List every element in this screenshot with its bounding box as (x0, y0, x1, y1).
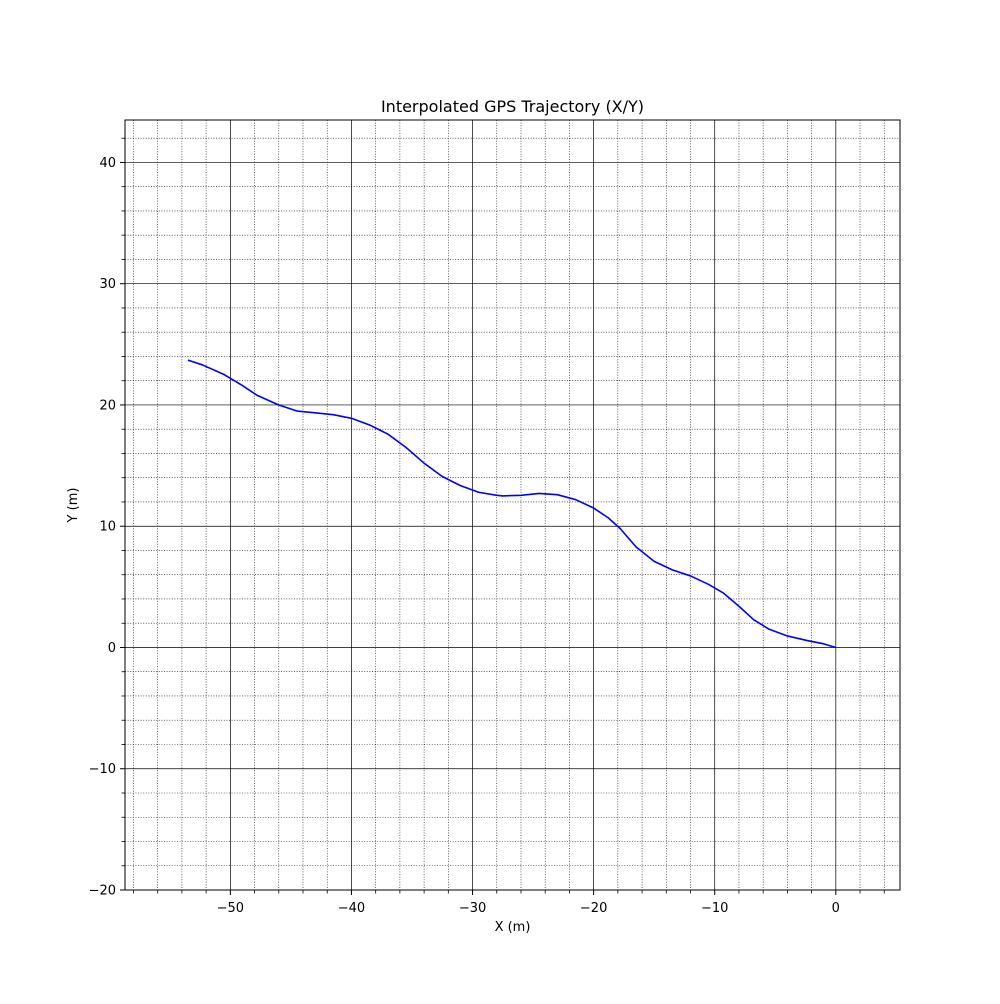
x-axis-label: X (m) (495, 920, 531, 935)
y-tick-label: 0 (108, 641, 116, 656)
chart-title: Interpolated GPS Trajectory (X/Y) (381, 97, 644, 116)
tick-labels: −50 −40 −30 −20 −10 0 −20 −10 0 10 20 30 40 (89, 156, 840, 916)
tick-marks (120, 137, 885, 895)
x-tick-label: −30 (459, 901, 486, 916)
y-axis-label: Y (m) (66, 488, 81, 524)
x-tick-label: −40 (338, 901, 365, 916)
x-tick-label: −20 (580, 901, 607, 916)
x-tick-label: −10 (701, 901, 728, 916)
y-tick-label: 20 (99, 398, 116, 413)
plot-frame (124, 119, 901, 891)
y-tick-label: −20 (89, 884, 116, 899)
trajectory-line (187, 359, 837, 649)
y-tick-label: −10 (89, 762, 116, 777)
y-tick-label: 10 (99, 520, 116, 535)
minor-grid (125, 120, 900, 890)
x-tick-label: −50 (217, 901, 244, 916)
y-tick-label: 40 (99, 156, 116, 171)
series-layer (187, 359, 837, 649)
x-tick-label: 0 (832, 901, 840, 916)
y-tick-label: 30 (99, 277, 116, 292)
